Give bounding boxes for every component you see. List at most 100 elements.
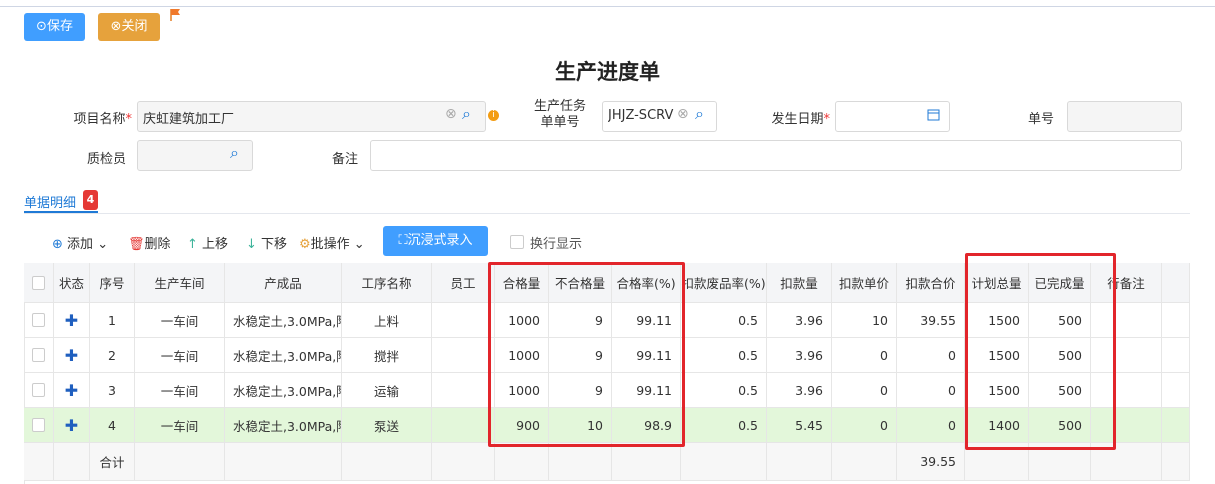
status-cell: ✚ <box>54 303 90 338</box>
inspector-label: 质检员 <box>86 152 126 167</box>
table-cell: 500 <box>1029 303 1091 338</box>
delete-action[interactable]: 删除 <box>144 237 171 252</box>
table-cell: 4 <box>90 408 135 443</box>
table-cell: 一车间 <box>135 303 225 338</box>
table-cell: 99.11 <box>612 338 681 373</box>
search-icon[interactable]: ⌕ <box>230 143 239 162</box>
total-cell <box>612 443 681 481</box>
wrap-checkbox[interactable] <box>510 235 524 249</box>
total-cell <box>965 443 1029 481</box>
column-header: 生产车间 <box>135 263 225 303</box>
total-cell <box>681 443 767 481</box>
wrap-label[interactable]: 换行显示 <box>530 237 583 252</box>
column-header: 扣款废品率(%) <box>681 263 767 303</box>
table-cell: 0 <box>832 408 897 443</box>
table-cell <box>1162 303 1190 338</box>
row-checkbox[interactable] <box>32 275 45 290</box>
row-checkbox[interactable] <box>32 418 45 432</box>
column-header: 合格率(%) <box>612 263 681 303</box>
checkbox-cell <box>24 338 54 373</box>
table-cell: 9 <box>549 303 612 338</box>
column-header: 产成品 <box>225 263 342 303</box>
immersive-button[interactable]: ⛶沉浸式录入 <box>383 226 488 256</box>
close-text: 关闭 <box>121 19 148 34</box>
table-cell: 上料 <box>342 303 432 338</box>
inspector-input[interactable] <box>137 140 253 171</box>
table-cell: 0 <box>897 373 965 408</box>
info-icon: i <box>488 110 499 121</box>
row-checkbox[interactable] <box>32 348 45 362</box>
remark-input[interactable] <box>370 140 1182 171</box>
table-cell: 500 <box>1029 408 1091 443</box>
table-cell: 运输 <box>342 373 432 408</box>
table-cell: 搅拌 <box>342 338 432 373</box>
project-input[interactable] <box>137 101 486 132</box>
checkbox-cell <box>24 303 54 338</box>
task-label-line: 单单号 <box>540 115 580 130</box>
table-cell: 水稳定土,3.0MPa,陶 <box>225 303 342 338</box>
status-cell: ✚ <box>54 408 90 443</box>
add-action[interactable]: 添加 <box>67 237 94 252</box>
total-cell <box>225 443 342 481</box>
table-cell <box>1162 408 1190 443</box>
total-cell <box>1091 443 1162 481</box>
total-cell <box>549 443 612 481</box>
save-button[interactable]: ⊙保存 <box>24 13 85 41</box>
column-header: 序号 <box>90 263 135 303</box>
table-cell: 1000 <box>495 373 549 408</box>
task-label-line: 生产任务 <box>533 99 586 114</box>
calendar-icon[interactable] <box>927 108 940 121</box>
batch-action[interactable]: 批操作 <box>310 237 350 252</box>
table-cell: 1500 <box>965 303 1029 338</box>
tab-badge: 4 <box>83 190 98 210</box>
tab-label[interactable]: 单据明细 <box>24 196 77 211</box>
task-input[interactable] <box>602 101 717 132</box>
total-cell: 39.55 <box>897 443 965 481</box>
search-icon[interactable]: ⌕ <box>695 104 704 123</box>
task-value: JHJZ-SCRV <box>608 108 674 123</box>
table-cell: 3.96 <box>767 303 832 338</box>
table-cell: 2 <box>90 338 135 373</box>
column-header: 计划总量 <box>965 263 1029 303</box>
table-cell: 9 <box>549 373 612 408</box>
table-cell: 98.9 <box>612 408 681 443</box>
total-cell <box>832 443 897 481</box>
date-input[interactable] <box>835 101 950 132</box>
table-cell: 一车间 <box>135 408 225 443</box>
column-header: 不合格量 <box>549 263 612 303</box>
table-cell: 0.5 <box>681 373 767 408</box>
checkbox-cell <box>24 408 54 443</box>
table-cell: 1000 <box>495 303 549 338</box>
row-checkbox[interactable] <box>32 313 45 327</box>
total-cell <box>24 443 54 481</box>
column-header: 扣款量 <box>767 263 832 303</box>
total-cell <box>432 443 495 481</box>
clear-icon[interactable]: ⊗ <box>445 106 457 122</box>
tab-line <box>24 213 1190 214</box>
date-label: 发生日期 <box>760 108 830 127</box>
up-action[interactable]: 上移 <box>202 237 229 252</box>
table-cell <box>1091 338 1162 373</box>
table-cell <box>432 373 495 408</box>
table-cell: 900 <box>495 408 549 443</box>
table-cell: 9 <box>549 338 612 373</box>
project-value: 庆虹建筑加工厂 <box>143 112 235 127</box>
row-checkbox[interactable] <box>32 383 45 397</box>
table-cell: 1500 <box>965 338 1029 373</box>
clear-icon[interactable]: ⊗ <box>677 106 689 122</box>
table-cell: 3.96 <box>767 338 832 373</box>
table-cell: 0 <box>832 338 897 373</box>
search-icon[interactable]: ⌕ <box>462 104 471 123</box>
close-button[interactable]: ⊗关闭 <box>98 13 160 41</box>
down-action[interactable]: 下移 <box>261 237 288 252</box>
column-header: 扣款合价 <box>897 263 965 303</box>
total-cell <box>1162 443 1190 481</box>
flag-icon <box>170 9 180 21</box>
table-cell: 一车间 <box>135 373 225 408</box>
total-cell <box>767 443 832 481</box>
table-cell: 10 <box>832 303 897 338</box>
status-cell: ✚ <box>54 373 90 408</box>
table-cell: 0 <box>832 373 897 408</box>
